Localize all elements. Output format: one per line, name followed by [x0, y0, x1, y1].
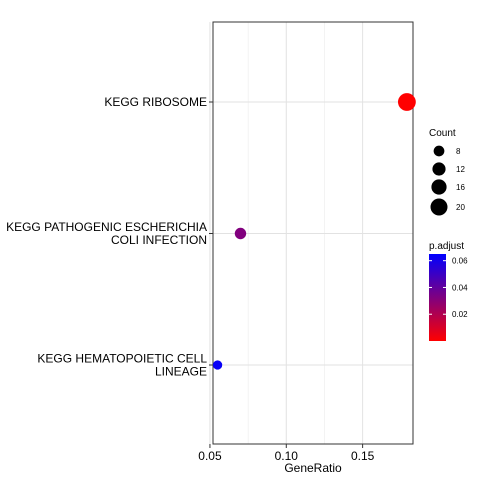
- data-point: [397, 93, 416, 111]
- p-adjust-legend-label: 0.04: [452, 283, 468, 292]
- count-legend-key: [430, 198, 448, 216]
- p-adjust-legend: p.adjust 0.02 0.04 0.06: [429, 241, 468, 341]
- p-adjust-legend-title: p.adjust: [429, 241, 464, 252]
- x-axis: 0.05 0.10 0.15: [198, 444, 375, 463]
- y-tick-label: KEGG PATHOGENIC ESCHERICHIA: [6, 220, 207, 234]
- count-legend-key: [432, 162, 446, 176]
- count-legend-label: 8: [456, 147, 461, 156]
- count-legend-label: 16: [456, 183, 465, 192]
- count-legend-label: 20: [456, 203, 465, 212]
- count-legend-label: 12: [456, 165, 465, 174]
- count-legend-title: Count: [429, 128, 456, 139]
- p-adjust-legend-label: 0.06: [452, 257, 468, 266]
- x-tick-label: 0.15: [351, 449, 375, 463]
- y-tick-label: KEGG HEMATOPOIETIC CELL: [37, 352, 207, 366]
- count-legend-key: [431, 179, 447, 195]
- y-tick-label: KEGG RIBOSOME: [104, 95, 207, 109]
- data-points: [212, 93, 416, 370]
- y-tick-label: COLI INFECTION: [111, 233, 207, 247]
- y-tick-label: LINEAGE: [155, 365, 207, 379]
- x-tick-label: 0.10: [275, 449, 299, 463]
- y-axis: KEGG RIBOSOME KEGG PATHOGENIC ESCHERICHIA…: [6, 95, 213, 379]
- data-point: [212, 360, 223, 370]
- x-tick-label: 0.05: [198, 449, 222, 463]
- data-point: [234, 227, 247, 240]
- p-adjust-colorbar: [429, 254, 446, 341]
- count-legend-key: [433, 145, 445, 157]
- x-axis-title: GeneRatio: [284, 461, 342, 475]
- p-adjust-legend-label: 0.02: [452, 310, 468, 319]
